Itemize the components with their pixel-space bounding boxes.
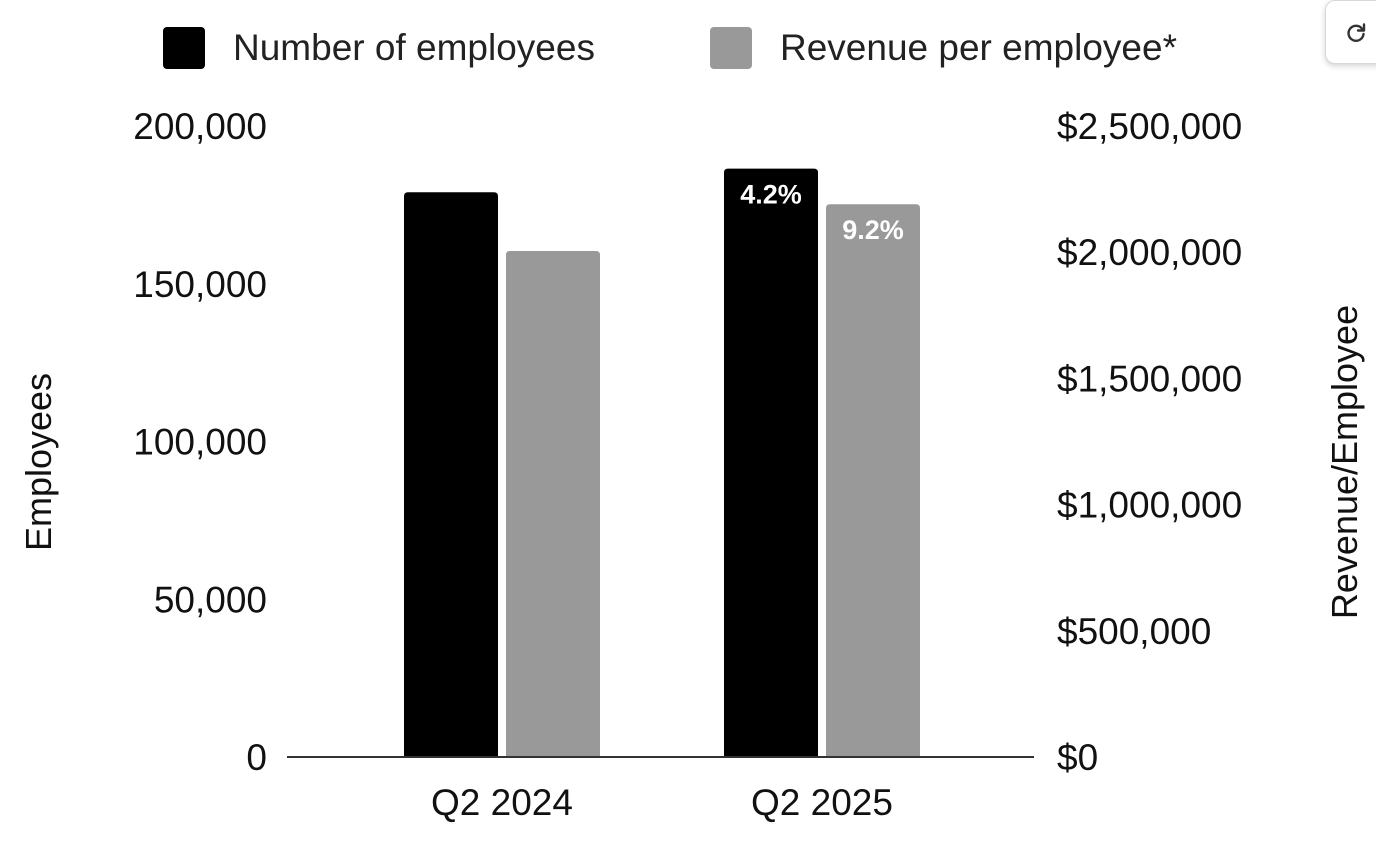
left-tick-label: 0 xyxy=(246,737,267,778)
right-tick-label: $1,500,000 xyxy=(1057,358,1242,399)
right-tick-label: $500,000 xyxy=(1057,611,1211,652)
left-axis-title: Employees xyxy=(18,373,59,551)
left-tick-label: 200,000 xyxy=(133,106,267,147)
legend-swatch-revenue xyxy=(710,27,752,69)
bar-revenue-1 xyxy=(826,204,920,757)
category-label: Q2 2025 xyxy=(751,782,893,823)
refresh-button[interactable] xyxy=(1325,0,1376,64)
category-label: Q2 2024 xyxy=(431,782,573,823)
legend-label-employees: Number of employees xyxy=(233,27,595,68)
legend: Number of employees Revenue per employee… xyxy=(163,27,1177,69)
bar-data-label: 9.2% xyxy=(842,215,904,245)
right-tick-label: $2,500,000 xyxy=(1057,106,1242,147)
refresh-icon xyxy=(1347,23,1366,42)
right-tick-label: $2,000,000 xyxy=(1057,232,1242,273)
bar-data-label: 4.2% xyxy=(740,180,802,210)
left-tick-label: 150,000 xyxy=(133,264,267,305)
bar-employees-0 xyxy=(404,192,498,757)
right-axis-title: Revenue/Employee xyxy=(1324,305,1365,619)
bars: 4.2% 9.2% xyxy=(404,168,920,758)
right-axis-ticks: $0 $500,000 $1,000,000 $1,500,000 $2,000,000… xyxy=(1057,106,1242,778)
bar-employees-1 xyxy=(724,168,818,757)
x-axis-labels: Q2 2024 Q2 2025 xyxy=(431,782,893,823)
bar-revenue-0 xyxy=(506,250,600,758)
right-tick-label: $0 xyxy=(1057,737,1098,778)
left-axis-ticks: 0 50,000 100,000 150,000 200,000 xyxy=(133,106,267,778)
left-tick-label: 50,000 xyxy=(154,579,267,620)
legend-swatch-employees xyxy=(163,27,205,69)
legend-label-revenue: Revenue per employee* xyxy=(780,27,1177,68)
right-tick-label: $1,000,000 xyxy=(1057,485,1242,526)
left-tick-label: 100,000 xyxy=(133,422,267,463)
